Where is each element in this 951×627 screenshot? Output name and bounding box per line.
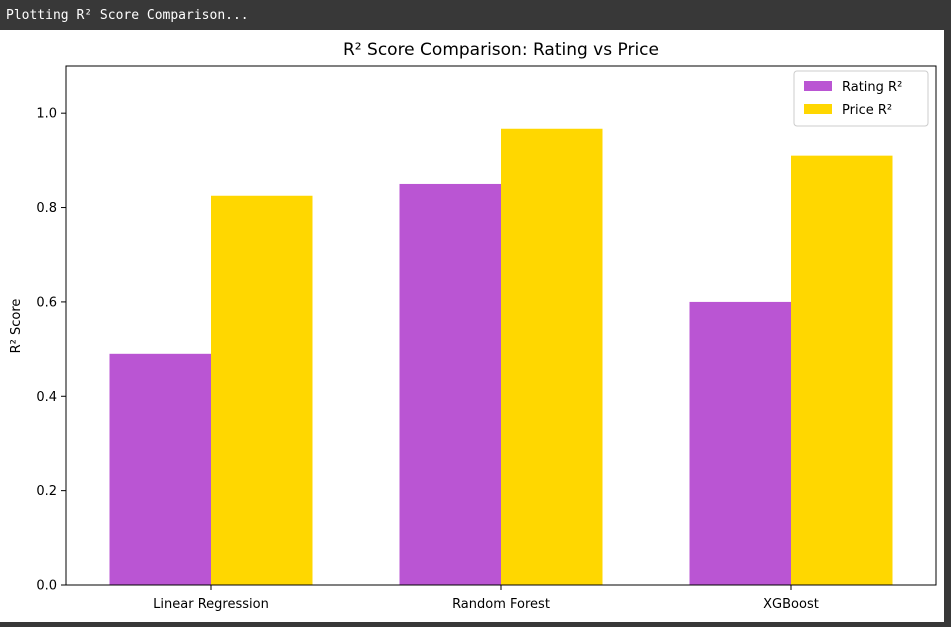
bar-price-0 bbox=[211, 195, 313, 585]
legend-label-1: Price R² bbox=[842, 103, 892, 118]
x-tick-label-2: XGBoost bbox=[763, 597, 819, 612]
bar-rating-2 bbox=[689, 301, 791, 585]
x-tick-label-1: Random Forest bbox=[452, 597, 550, 612]
y-tick-label-2: 0.4 bbox=[36, 390, 57, 405]
y-tick-label-5: 1.0 bbox=[36, 107, 57, 122]
y-tick-label-3: 0.6 bbox=[36, 295, 57, 310]
bar-rating-0 bbox=[109, 353, 211, 585]
bars-layer bbox=[109, 128, 893, 585]
legend-swatch-0 bbox=[804, 81, 832, 91]
bar-rating-1 bbox=[399, 183, 501, 585]
bar-price-2 bbox=[791, 155, 893, 585]
axes-layer: 0.0 0.2 0.4 0.6 0.8 1.0 Linear Regression Rando… bbox=[36, 65, 937, 612]
legend-label-0: Rating R² bbox=[842, 80, 902, 95]
x-tick-label-0: Linear Regression bbox=[153, 597, 269, 612]
stdout-text: Plotting R² Score Comparison... bbox=[6, 8, 249, 23]
y-tick-label-1: 0.2 bbox=[36, 484, 57, 499]
y-tick-label-4: 0.8 bbox=[36, 201, 57, 216]
y-axis-label: R² Score bbox=[9, 299, 24, 354]
figure: R² Score Comparison: Rating vs Price R² … bbox=[0, 30, 944, 622]
bar-price-1 bbox=[501, 128, 603, 585]
chart-title: R² Score Comparison: Rating vs Price bbox=[343, 40, 659, 60]
legend-swatch-1 bbox=[804, 104, 832, 114]
y-tick-label-0: 0.0 bbox=[36, 579, 57, 594]
legend: Rating R² Price R² bbox=[793, 70, 929, 127]
bar-chart: R² Score Comparison: Rating vs Price R² … bbox=[9, 40, 937, 612]
